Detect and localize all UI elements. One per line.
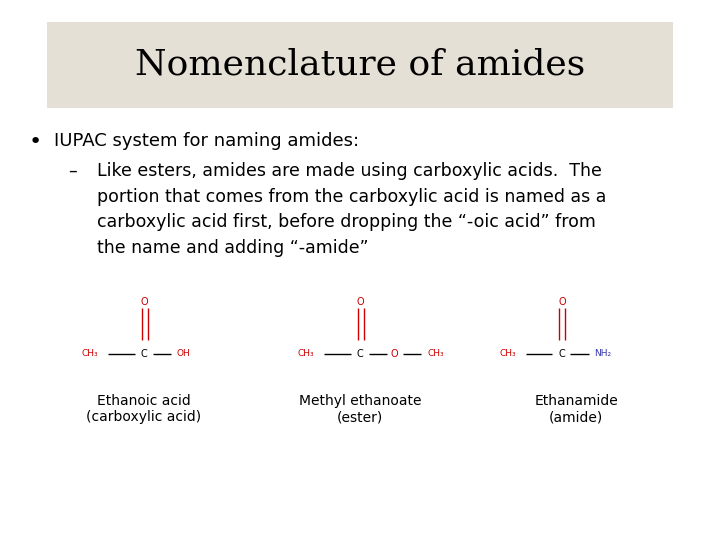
Text: IUPAC system for naming amides:: IUPAC system for naming amides: <box>54 132 359 150</box>
Text: Nomenclature of amides: Nomenclature of amides <box>135 48 585 82</box>
Text: Like esters, amides are made using carboxylic acids.  The
portion that comes fro: Like esters, amides are made using carbo… <box>97 162 606 257</box>
Text: O: O <box>141 298 148 307</box>
Text: (ester): (ester) <box>337 410 383 424</box>
Text: CH₃: CH₃ <box>427 349 444 358</box>
Text: Ethanamide: Ethanamide <box>534 394 618 408</box>
Text: C: C <box>558 349 565 359</box>
Text: C: C <box>356 349 364 359</box>
Text: CH₃: CH₃ <box>297 349 315 358</box>
Text: CH₃: CH₃ <box>81 349 99 358</box>
Text: (carboxylic acid): (carboxylic acid) <box>86 410 202 424</box>
Text: –: – <box>68 162 77 180</box>
Text: O: O <box>391 349 398 359</box>
Text: •: • <box>29 132 42 152</box>
Text: CH₃: CH₃ <box>499 349 516 358</box>
Text: (amide): (amide) <box>549 410 603 424</box>
Text: Methyl ethanoate: Methyl ethanoate <box>299 394 421 408</box>
Text: Ethanoic acid: Ethanoic acid <box>97 394 191 408</box>
Text: O: O <box>559 298 566 307</box>
Text: NH₂: NH₂ <box>594 349 611 358</box>
Text: OH: OH <box>176 349 191 358</box>
Text: C: C <box>140 349 148 359</box>
Text: O: O <box>357 298 364 307</box>
FancyBboxPatch shape <box>47 22 673 108</box>
